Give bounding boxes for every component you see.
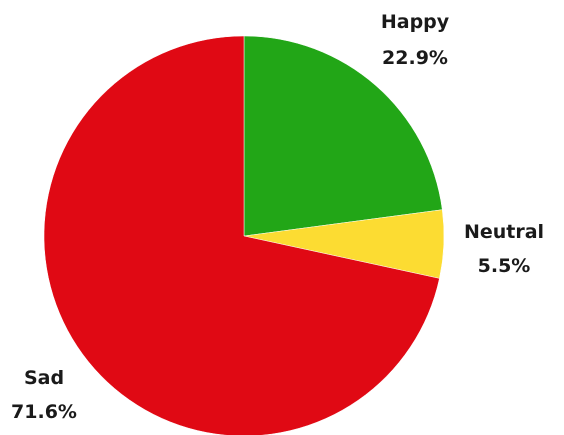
pie-slice-happy [243,35,443,237]
slice-label-neutral: Neutral [464,221,544,243]
slice-value-neutral: 5.5% [478,255,531,277]
labels-layer: Happy 22.9% Neutral 5.5% Sad 71.6% [11,11,544,423]
slice-label-happy: Happy [381,11,450,33]
slice-value-sad: 71.6% [11,401,77,423]
slice-label-sad: Sad [24,367,64,389]
slices-layer [43,35,445,435]
pie-slice-sad [43,35,440,435]
slice-value-happy: 22.9% [382,47,448,69]
